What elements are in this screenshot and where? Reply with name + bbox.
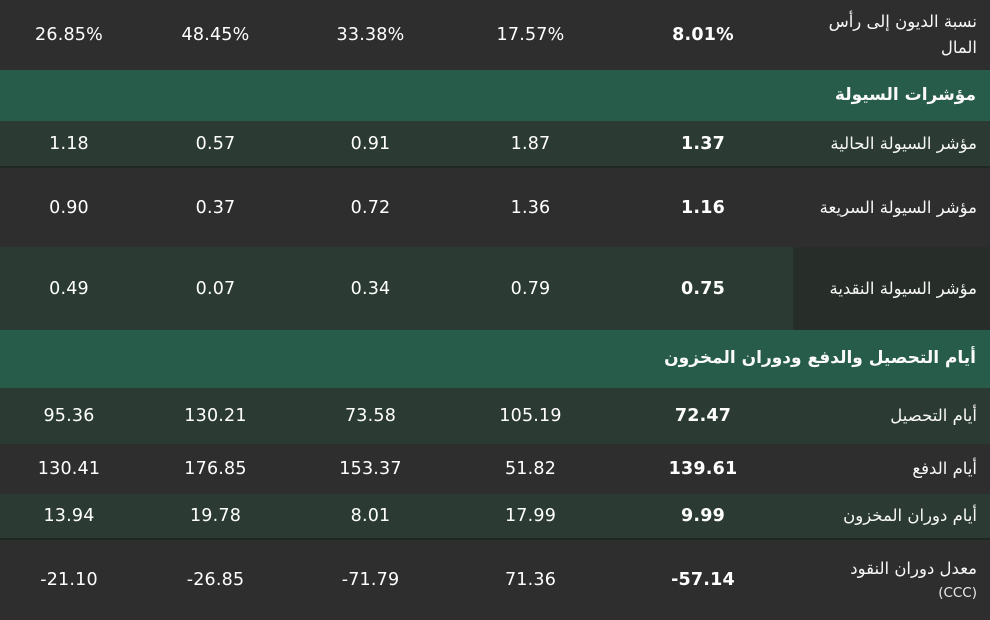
section-header-row: أيام التحصيل والدفع ودوران المخزون xyxy=(0,330,990,388)
metric-label-cell: نسبة الديون إلى رأس المال xyxy=(793,0,990,70)
metric-value: 13.94 xyxy=(43,506,95,526)
metric-value: 176.85 xyxy=(184,459,247,479)
metric-value: 72.47 xyxy=(674,406,732,426)
metric-value: -26.85 xyxy=(186,570,245,590)
metric-label: أيام التحصيل xyxy=(890,406,977,426)
section-title: أيام التحصيل والدفع ودوران المخزون xyxy=(664,348,976,369)
metric-label-cell: أيام الدفع xyxy=(793,444,990,494)
metric-value: 17.99 xyxy=(504,506,557,526)
metric-value: 139.61 xyxy=(668,459,738,479)
table-row[interactable]: مؤشر السيولة الحالية 1.37 1.87 0.91 0.57 1.18 xyxy=(0,121,990,168)
metric-label-cell: أيام دوران المخزون xyxy=(793,494,990,538)
metric-value: 0.34 xyxy=(350,278,391,299)
metric-label-cell: مؤشر السيولة السريعة xyxy=(793,168,990,247)
metric-label: مؤشر السيولة الحالية xyxy=(830,133,977,153)
metric-value: 0.49 xyxy=(49,278,89,299)
metric-value: 0.07 xyxy=(195,278,236,299)
table-row[interactable]: مؤشر السيولة النقدية 0.75 0.79 0.34 0.07 0.49 xyxy=(0,247,990,330)
metric-value: 48.45% xyxy=(181,25,250,45)
metric-value: 153.37 xyxy=(339,459,402,479)
metric-label: معدل دوران النقود xyxy=(850,559,977,579)
table-row[interactable]: مؤشر السيولة السريعة 1.16 1.36 0.72 0.37 0.90 xyxy=(0,168,990,247)
metric-value: 0.72 xyxy=(350,197,391,218)
metric-label-cell: أيام التحصيل xyxy=(793,388,990,444)
metric-value: 105.19 xyxy=(499,406,562,426)
section-title: مؤشرات السيولة xyxy=(834,84,976,105)
table-row[interactable]: أيام دوران المخزون 9.99 17.99 8.01 19.78 13.9… xyxy=(0,494,990,540)
metric-value: -21.10 xyxy=(40,570,98,590)
table-row[interactable]: أيام الدفع 139.61 51.82 153.37 176.85 130.41 xyxy=(0,444,990,494)
metric-value: 9.99 xyxy=(681,506,725,526)
metric-value: 0.57 xyxy=(195,133,236,154)
metric-sublabel: (CCC) xyxy=(938,584,977,601)
section-header-row: مؤشرات السيولة xyxy=(0,70,990,121)
table-row[interactable]: أيام التحصيل 72.47 105.19 73.58 130.21 95.36 xyxy=(0,388,990,444)
metric-value: 0.79 xyxy=(510,278,551,299)
table-row[interactable]: معدل دوران النقود (CCC) -57.14 71.36 -71.79 -… xyxy=(0,540,990,620)
metric-value: 8.01% xyxy=(672,25,734,45)
metric-value: 71.36 xyxy=(504,570,557,590)
metric-value: -57.14 xyxy=(671,570,735,590)
metric-value: 0.90 xyxy=(49,197,89,218)
metric-value: 51.82 xyxy=(504,459,557,479)
metric-value: 1.87 xyxy=(510,133,551,154)
metric-value: 33.38% xyxy=(336,25,405,45)
metric-value: 19.78 xyxy=(189,506,242,526)
table-row[interactable]: نسبة الديون إلى رأس المال 8.01% 17.57% 33.3… xyxy=(0,0,990,70)
metric-label: مؤشر السيولة النقدية xyxy=(829,278,977,298)
metric-label: مؤشر السيولة السريعة xyxy=(819,197,977,217)
metric-value: 26.85% xyxy=(35,25,103,45)
metric-value: 0.37 xyxy=(195,197,236,218)
metric-value: 1.16 xyxy=(681,197,725,218)
metric-label: نسبة الديون إلى رأس المال xyxy=(828,12,977,57)
metric-value: 130.21 xyxy=(184,406,247,426)
metric-value: 0.75 xyxy=(681,278,725,299)
metric-value: 0.91 xyxy=(350,133,391,154)
metric-value: -71.79 xyxy=(341,570,400,590)
metric-value: 17.57% xyxy=(496,25,565,45)
metric-value: 1.18 xyxy=(49,133,89,154)
metric-label-cell: مؤشر السيولة الحالية xyxy=(793,121,990,166)
metric-value: 1.36 xyxy=(510,197,551,218)
metric-label: أيام الدفع xyxy=(912,459,977,479)
metric-label: أيام دوران المخزون xyxy=(843,506,977,526)
metric-label-cell: معدل دوران النقود (CCC) xyxy=(793,540,990,620)
metric-value: 1.37 xyxy=(681,133,725,154)
metric-value: 95.36 xyxy=(43,406,95,426)
metric-value: 73.58 xyxy=(344,406,397,426)
metric-label-cell: مؤشر السيولة النقدية xyxy=(793,247,990,330)
metric-value: 8.01 xyxy=(350,506,391,526)
metric-value: 130.41 xyxy=(37,459,101,479)
